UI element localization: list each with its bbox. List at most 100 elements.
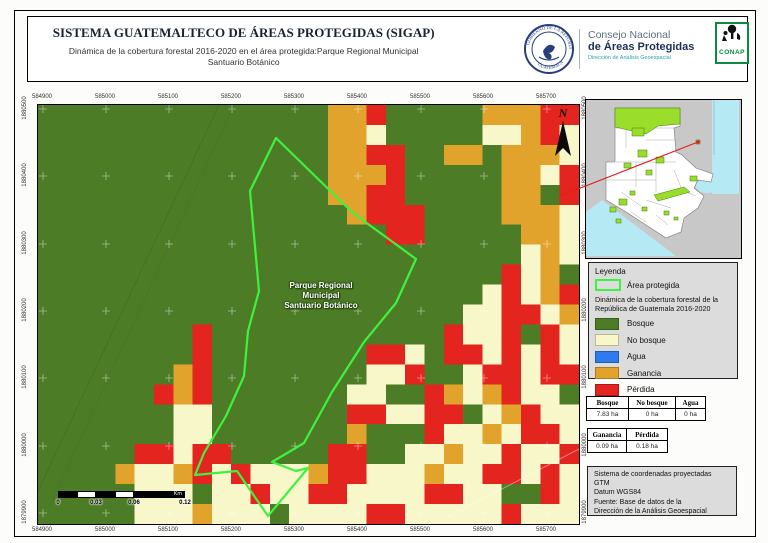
raster-cell <box>347 184 367 206</box>
raster-cell <box>308 324 329 345</box>
quetzal-emblem-icon <box>538 44 560 61</box>
raster-cell <box>347 304 367 325</box>
raster-cell <box>559 204 580 226</box>
legend-label: Pérdida <box>627 385 655 394</box>
raster-cell <box>289 284 309 305</box>
raster-cell <box>501 224 522 245</box>
raster-cell <box>540 184 560 206</box>
raster-cell <box>134 384 155 405</box>
x-tick-label: 585200 <box>220 94 242 100</box>
raster-cell <box>289 484 309 505</box>
x-tick-label: 585600 <box>472 527 494 533</box>
raster-cell <box>192 424 213 445</box>
raster-cell <box>95 284 116 305</box>
raster-cell <box>482 484 503 505</box>
protected-area-label: Parque Regional Municipal Santuario Botá… <box>262 281 380 311</box>
raster-cell <box>269 424 290 445</box>
raster-cell <box>57 324 77 345</box>
protected-area-outline <box>193 136 418 518</box>
raster-cell <box>134 204 155 226</box>
x-tick-label: 585100 <box>157 527 179 533</box>
raster-cell <box>347 244 367 265</box>
raster-cell <box>385 404 406 425</box>
raster-cell <box>482 284 503 305</box>
raster-cell <box>521 184 541 206</box>
raster-cell <box>501 504 522 525</box>
raster-cell <box>76 284 97 305</box>
raster-cell <box>559 324 580 345</box>
raster-cell <box>540 164 560 186</box>
legend-label: Agua <box>627 352 646 361</box>
raster-cell <box>424 264 445 285</box>
raster-cell <box>443 124 464 146</box>
raster-cell <box>211 124 232 146</box>
raster-cell <box>366 344 387 365</box>
scale-bar-segment <box>115 491 134 498</box>
raster-cell <box>405 204 425 226</box>
raster-cell <box>347 424 367 445</box>
raster-cell <box>231 164 251 186</box>
raster-cell <box>327 464 348 485</box>
raster-cell <box>231 344 251 365</box>
raster-cell <box>134 364 155 385</box>
raster-cell <box>289 244 309 265</box>
raster-cell <box>76 424 97 445</box>
raster-cell <box>559 264 580 285</box>
raster-cell <box>173 244 193 265</box>
raster-cell <box>289 364 309 385</box>
raster-cell <box>231 244 251 265</box>
y-tick-label: 1880100 <box>22 365 28 389</box>
x-tick-label: 584900 <box>31 94 53 100</box>
raster-cell <box>250 264 271 285</box>
raster-cell <box>521 484 541 505</box>
raster-cell <box>211 164 232 186</box>
legend-label: Bosque <box>627 319 655 328</box>
raster-cell <box>231 444 251 465</box>
raster-cell <box>95 444 116 465</box>
raster-cell <box>289 204 309 226</box>
raster-cell <box>153 464 174 485</box>
raster-cell <box>269 204 290 226</box>
raster-cell <box>327 484 348 505</box>
raster-cell <box>443 144 464 166</box>
raster-cell <box>192 124 213 146</box>
raster-cell <box>211 244 232 265</box>
raster-cell <box>482 504 503 525</box>
raster-cell <box>540 484 560 505</box>
raster-cell <box>424 164 445 186</box>
raster-cell <box>269 304 290 325</box>
coordinate-system-info: Sistema de coordenadas proyectadas GTM Dat… <box>587 466 737 516</box>
raster-cell <box>559 444 580 465</box>
area-stats-table-1: Bosque No bosque Agua 7.83 ha 0 ha 0 ha <box>586 396 706 421</box>
raster-cell <box>443 164 464 186</box>
raster-cell <box>153 284 174 305</box>
raster-cell <box>463 364 483 385</box>
raster-cell <box>38 124 58 146</box>
raster-cell <box>443 444 464 465</box>
raster-cell <box>521 105 541 126</box>
raster-cell <box>540 404 560 425</box>
raster-cell <box>482 324 503 345</box>
raster-cell <box>231 224 251 245</box>
raster-cell <box>308 384 329 405</box>
legend-item-bosque: Bosque <box>595 317 731 330</box>
raster-cell <box>231 424 251 445</box>
info-line-3: Datum WGS84 <box>594 489 642 497</box>
raster-cell <box>192 105 213 126</box>
raster-cell <box>192 204 213 226</box>
raster-cell <box>134 164 155 186</box>
raster-cell <box>173 344 193 365</box>
forest-cover-raster-map <box>37 104 580 525</box>
raster-cell <box>95 124 116 146</box>
raster-cell <box>269 364 290 385</box>
raster-cell <box>57 264 77 285</box>
raster-cell <box>463 244 483 265</box>
raster-cell <box>385 124 406 146</box>
raster-cell <box>347 464 367 485</box>
raster-cell <box>173 384 193 405</box>
raster-cell <box>192 224 213 245</box>
raster-cell <box>250 344 271 365</box>
raster-cell <box>211 224 232 245</box>
raster-cell <box>57 105 77 126</box>
raster-cell <box>250 384 271 405</box>
